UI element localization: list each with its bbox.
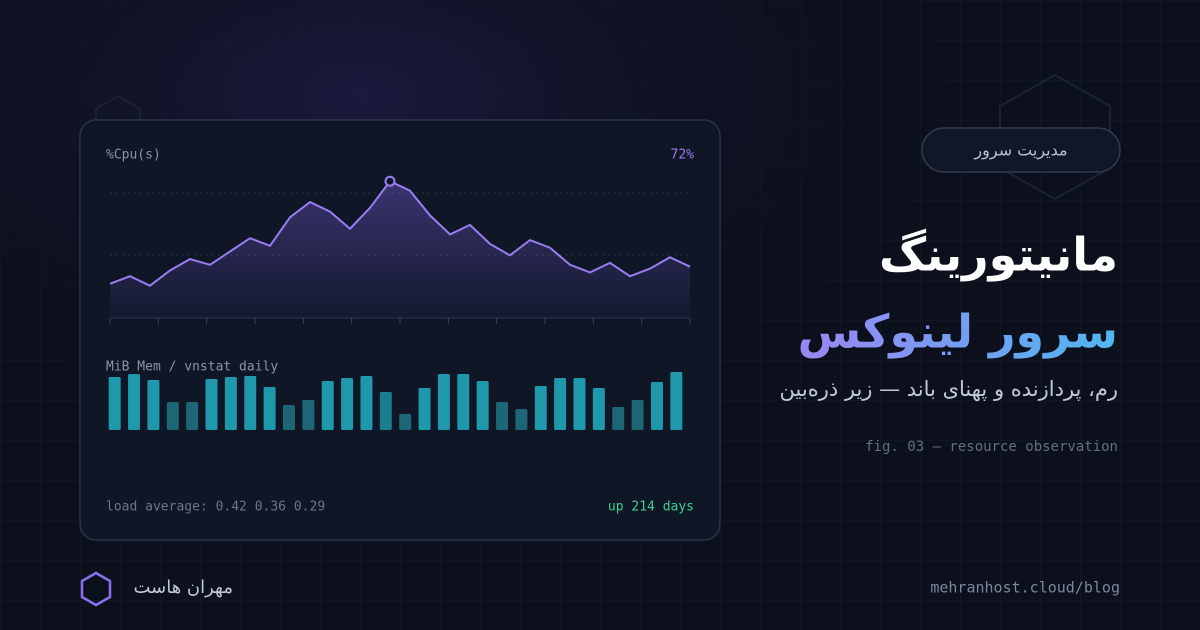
bar xyxy=(670,372,683,430)
bar xyxy=(534,386,547,430)
cpu-value: 72% xyxy=(671,148,695,163)
title-accent: سرور لینوکس xyxy=(798,305,1118,359)
bar xyxy=(496,402,509,430)
bar xyxy=(205,379,218,430)
bar xyxy=(341,378,354,430)
bar xyxy=(128,374,141,430)
peak-marker xyxy=(384,175,396,187)
bar xyxy=(321,381,334,430)
mem-label: MiB Mem / vnstat daily xyxy=(106,360,278,375)
subtitle: رم، پردازنده و پهنای باند — زیر ذره‌بین xyxy=(780,377,1118,401)
bar xyxy=(224,377,237,430)
bar xyxy=(418,388,431,430)
bar xyxy=(282,405,295,430)
bar xyxy=(592,388,605,430)
caption: fig. 03 — resource observation xyxy=(865,439,1118,455)
bar xyxy=(244,376,257,430)
hexagon-decor xyxy=(999,73,1111,201)
bar xyxy=(108,377,121,430)
brand-logo xyxy=(80,571,112,607)
url: mehranhost.cloud/blog xyxy=(930,579,1120,597)
bar xyxy=(302,400,315,430)
brand: مهران هاست xyxy=(133,577,233,598)
bar xyxy=(650,382,663,430)
title: مانیتورینگ xyxy=(879,228,1118,282)
bar xyxy=(631,400,644,430)
bar xyxy=(612,407,625,430)
cpu-label: %Cpu(s) xyxy=(106,148,161,163)
bar xyxy=(166,402,179,430)
uptime: up 214 days xyxy=(608,500,694,515)
cpu-area xyxy=(110,181,690,318)
panel xyxy=(79,119,721,541)
badge-text: مدیریت سرور xyxy=(973,141,1067,161)
bar xyxy=(360,376,373,430)
bar xyxy=(515,409,528,430)
bar xyxy=(379,392,392,430)
cpu-line xyxy=(109,179,691,287)
bar xyxy=(457,374,470,430)
bar xyxy=(476,381,489,430)
bar xyxy=(437,374,450,430)
bar xyxy=(186,402,199,430)
bar xyxy=(573,378,586,430)
load-average: load average: 0.42 0.36 0.29 xyxy=(106,500,325,515)
bar xyxy=(147,380,160,430)
bar xyxy=(399,414,412,430)
bar xyxy=(263,387,276,430)
bar xyxy=(554,378,567,430)
badge xyxy=(921,127,1121,173)
